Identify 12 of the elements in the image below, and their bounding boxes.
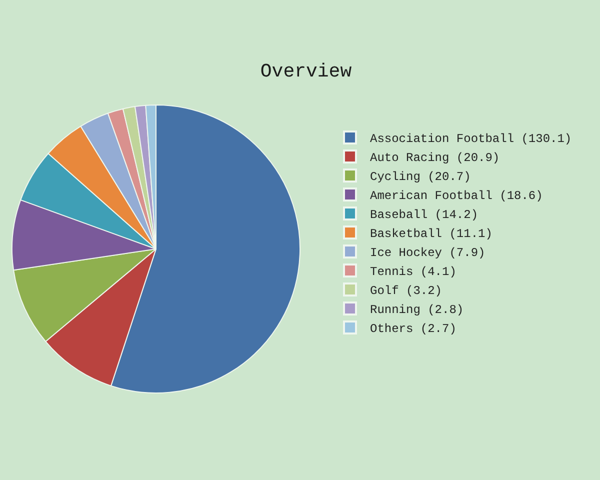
legend-label: Ice Hockey (7.9) (370, 246, 486, 260)
legend-label: Basketball (11.1) (370, 227, 492, 242)
legend-label: Association Football (130.1) (370, 132, 572, 146)
chart-title: Overview (260, 60, 352, 83)
legend-label: Golf (3.2) (370, 284, 442, 298)
legend-label: Tennis (4.1) (370, 265, 456, 280)
legend-label: Auto Racing (20.9) (370, 151, 500, 166)
legend-label: Baseball (14.2) (370, 208, 478, 222)
legend-label: Running (2.8) (370, 303, 464, 318)
legend-label: American Football (18.6) (370, 189, 543, 204)
legend-label: Others (2.7) (370, 322, 456, 336)
legend-label: Cycling (20.7) (370, 170, 471, 184)
